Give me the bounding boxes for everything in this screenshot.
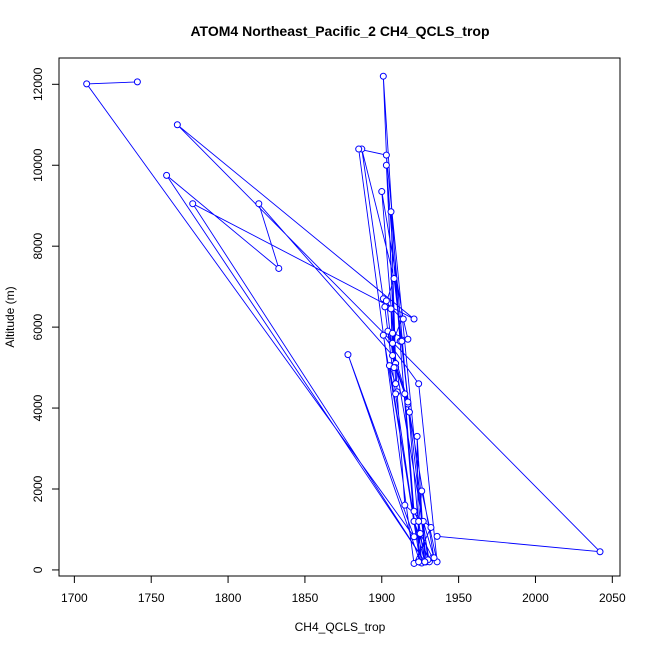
y-axis: 0 2000 4000 6000 8000 10000 12000 xyxy=(31,67,59,573)
plot-frame xyxy=(58,57,621,577)
data-point xyxy=(389,339,397,347)
data-point xyxy=(382,161,390,169)
data-point xyxy=(430,554,438,562)
data-point xyxy=(378,188,386,196)
series-line xyxy=(85,76,602,566)
data-point xyxy=(379,331,387,339)
data-point xyxy=(415,380,423,388)
data-point xyxy=(404,335,412,343)
data-point xyxy=(255,200,263,208)
data-point xyxy=(344,351,352,359)
data-point xyxy=(427,523,435,531)
data-point xyxy=(399,315,407,323)
y-tick-label: 0 xyxy=(31,566,45,573)
data-point xyxy=(382,297,390,305)
data-point xyxy=(421,558,429,566)
data-point xyxy=(387,208,395,216)
data-point xyxy=(392,380,400,388)
y-tick-label: 4000 xyxy=(31,394,45,421)
y-axis-label: Altitude (m) xyxy=(3,286,17,347)
x-axis-label: CH4_QCLS_trop xyxy=(295,620,386,634)
data-point xyxy=(133,78,141,86)
data-point xyxy=(381,303,389,311)
data-point xyxy=(387,305,395,313)
data-point xyxy=(410,533,418,541)
y-tick-label: 12000 xyxy=(31,67,45,101)
data-point xyxy=(163,171,171,179)
data-point xyxy=(410,507,418,515)
data-point xyxy=(418,487,426,495)
x-tick-label: 1900 xyxy=(368,591,395,605)
data-point xyxy=(415,517,423,525)
x-tick-label: 1850 xyxy=(292,591,319,605)
x-tick-label: 2050 xyxy=(599,591,626,605)
data-point xyxy=(401,390,409,398)
data-point xyxy=(433,532,441,540)
data-point xyxy=(275,264,283,272)
y-tick-label: 2000 xyxy=(31,475,45,502)
data-point xyxy=(189,200,197,208)
data-point xyxy=(392,390,400,398)
data-point xyxy=(389,351,397,359)
data-point xyxy=(413,432,421,440)
x-tick-label: 2000 xyxy=(522,591,549,605)
data-point xyxy=(379,72,387,80)
y-tick-label: 8000 xyxy=(31,233,45,260)
data-point xyxy=(404,398,412,406)
series-layer xyxy=(83,72,604,567)
x-tick-label: 1700 xyxy=(61,591,88,605)
x-tick-label: 1800 xyxy=(215,591,242,605)
data-point xyxy=(389,329,397,337)
y-tick-label: 10000 xyxy=(31,148,45,182)
x-tick-label: 1950 xyxy=(445,591,472,605)
data-point xyxy=(382,151,390,159)
data-point xyxy=(415,558,423,566)
data-point xyxy=(410,315,418,323)
data-point xyxy=(596,548,604,556)
data-point xyxy=(355,145,363,153)
y-tick-label: 6000 xyxy=(31,313,45,340)
data-point xyxy=(416,530,424,538)
x-axis: 1700 1750 1800 1850 1900 1950 2000 2050 xyxy=(61,576,626,605)
chart-title: ATOM4 Northeast_Pacific_2 CH4_QCLS_trop xyxy=(190,23,489,39)
x-tick-label: 1750 xyxy=(138,591,165,605)
data-point xyxy=(401,501,409,509)
data-point xyxy=(390,364,398,372)
data-point xyxy=(83,80,91,88)
data-point xyxy=(173,121,181,129)
data-point xyxy=(405,408,413,416)
data-point xyxy=(390,275,398,283)
data-point xyxy=(398,337,406,345)
